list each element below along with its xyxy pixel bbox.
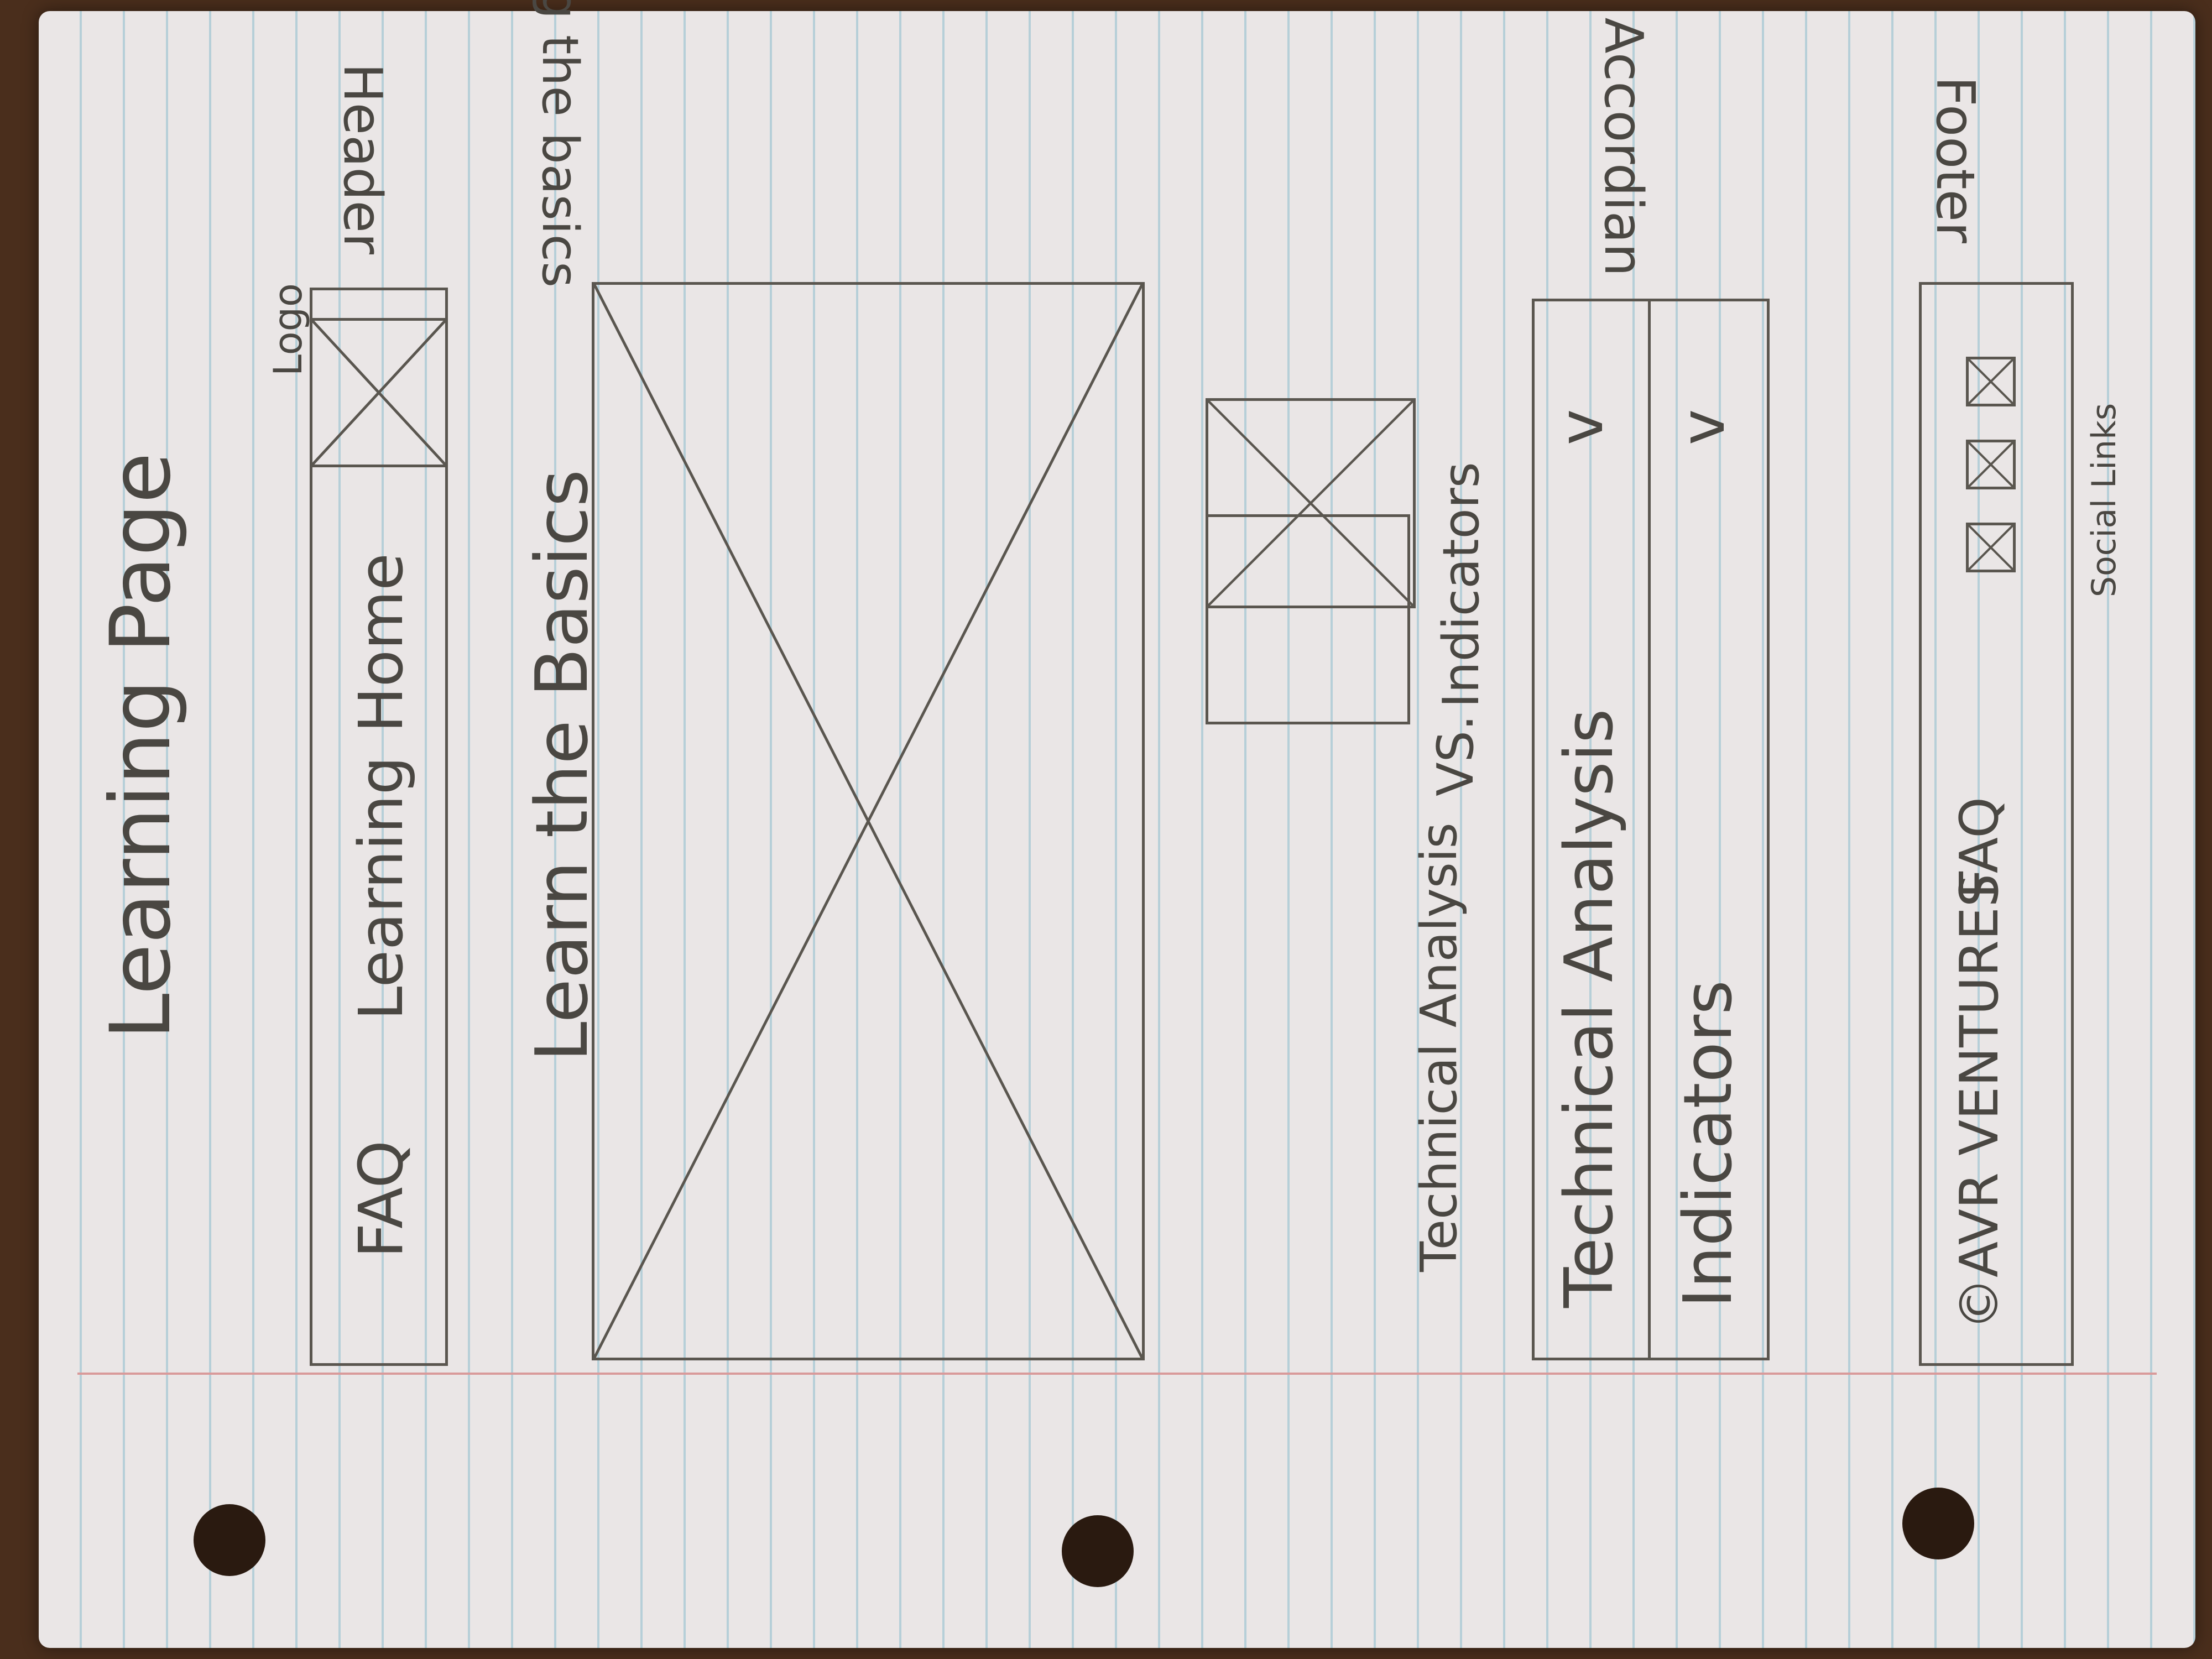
footer-annotation: Footer [1924, 76, 1985, 243]
punch-hole [1902, 1488, 1974, 1559]
footer-faq-link[interactable]: FAQ [1949, 796, 2010, 899]
accordion-item-indicators[interactable]: Indicators v [1651, 301, 1772, 1358]
header-annotation: Header [332, 63, 393, 254]
footer-bar: ©AVR VENTURES FAQ [1919, 282, 2074, 1366]
social-icon[interactable] [1966, 523, 2016, 572]
comparison-right-label: Indicators [1432, 462, 1490, 708]
technical-analysis-image-placeholder[interactable] [1206, 398, 1416, 608]
header-bar: Home Learning FAQ [310, 288, 448, 1366]
indicators-image-cross [1206, 503, 1405, 724]
logo-label: Logo [265, 283, 311, 376]
accordion-item-label: Indicators [1670, 980, 1747, 1308]
comparison-vs-label: VS. [1427, 714, 1485, 796]
page-title: Learning Page [93, 452, 189, 1040]
nav-learning-link[interactable]: Learning [346, 756, 416, 1020]
nav-faq-link[interactable]: FAQ [346, 1140, 416, 1258]
chevron-down-icon[interactable]: v [1667, 409, 1738, 445]
nav-home-link[interactable]: Home [346, 553, 416, 733]
punch-hole [194, 1504, 265, 1576]
margin-line [77, 1373, 2157, 1375]
accordion-item-label: Technical Analysis [1551, 708, 1628, 1308]
notebook-paper [39, 11, 2195, 1648]
comparison-left-label: Technical Analysis [1410, 822, 1468, 1272]
logo-image-placeholder-icon[interactable] [310, 318, 448, 467]
footer-copyright: ©AVR VENTURES [1949, 873, 2010, 1330]
social-icon[interactable] [1966, 440, 2016, 489]
accordion: Technical Analysis v Indicators v [1532, 299, 1770, 1360]
punch-hole [1062, 1515, 1134, 1587]
accordion-item-technical-analysis[interactable]: Technical Analysis v [1535, 301, 1651, 1358]
social-links-label: Social Links [2085, 403, 2124, 597]
chevron-down-icon[interactable]: v [1546, 409, 1616, 445]
video-placeholder[interactable] [592, 282, 1145, 1360]
video-annotation: Video of me explaining the basics [531, 0, 589, 288]
accordion-annotation: Accordian [1593, 17, 1653, 276]
social-icon[interactable] [1966, 357, 2016, 406]
